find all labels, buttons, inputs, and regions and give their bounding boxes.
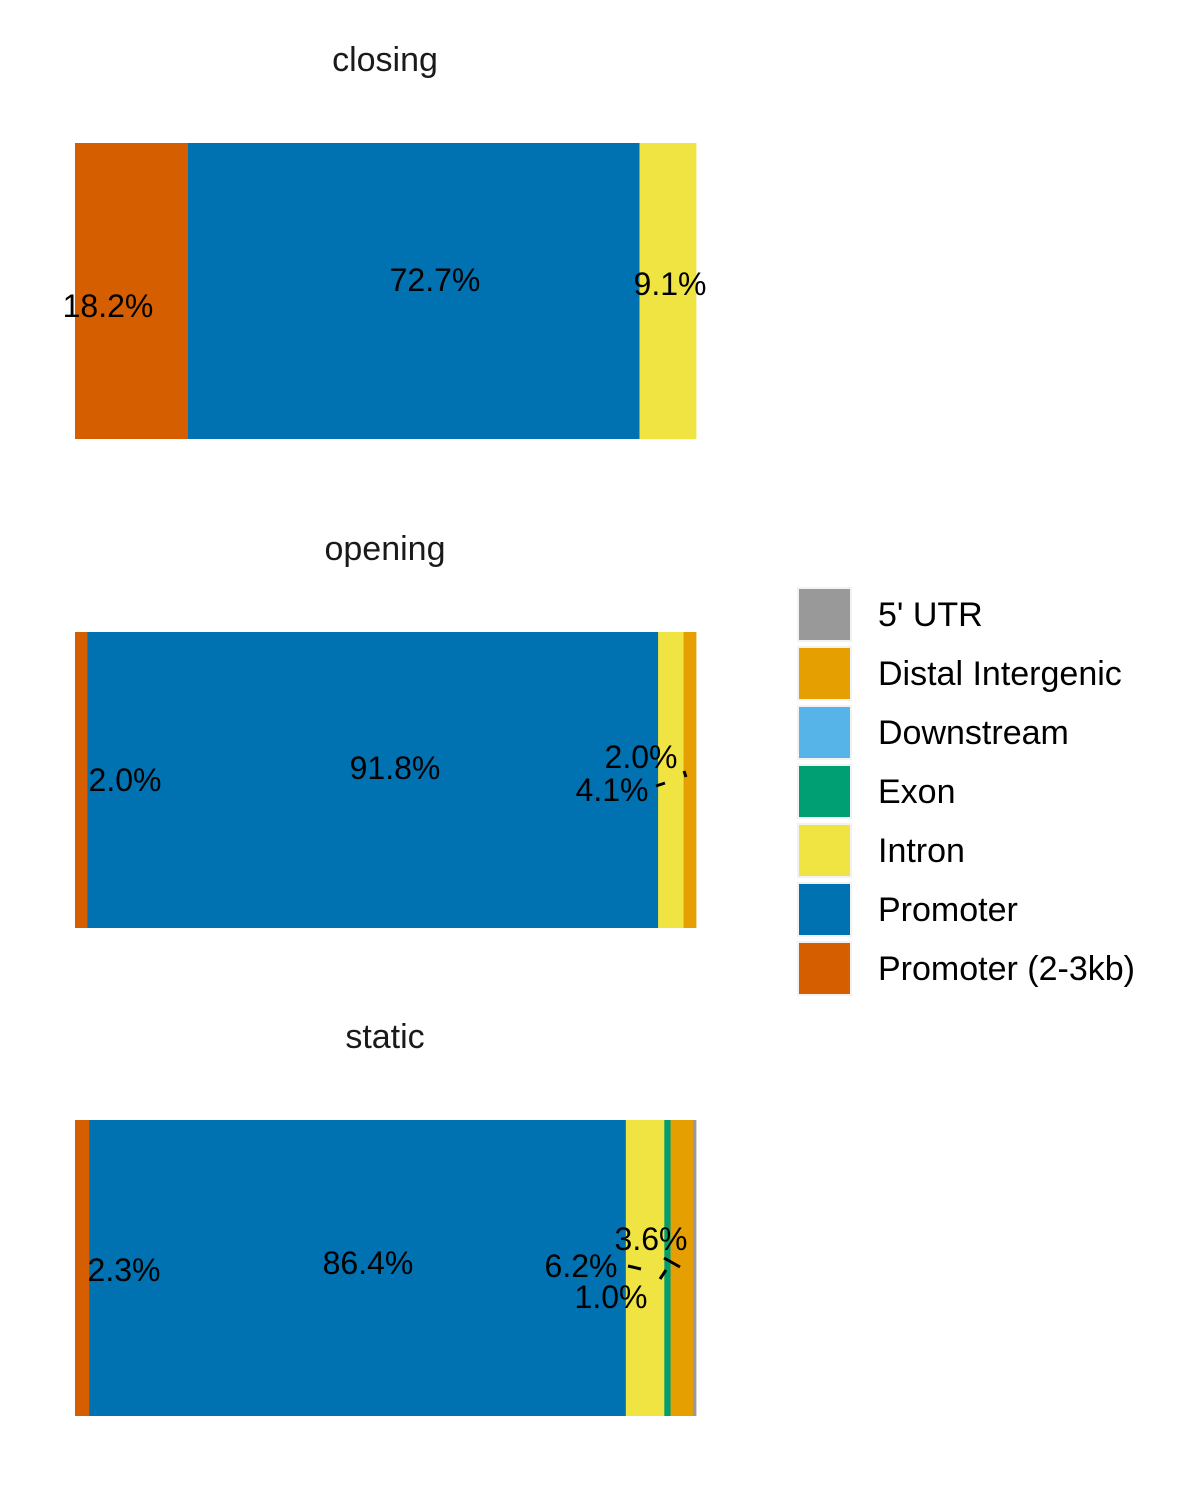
label-leader-line [663, 1256, 681, 1269]
legend-swatch [797, 941, 852, 996]
panel-static: static 2.3% 86.4% 6.2%1.0% 3.6% [75, 1018, 697, 1416]
bar-segment-distal-intergenic [683, 632, 697, 928]
segment-label-promoter-2-3kb: 18.2% [63, 288, 154, 324]
bar-segment-5-utr [692, 1120, 697, 1416]
legend-item-exon: Exon [797, 764, 956, 819]
legend-swatch [797, 882, 852, 937]
segment-label-distal-intergenic: 3.6% [615, 1221, 688, 1257]
panel-title: closing [332, 41, 438, 79]
panel-title: opening [324, 530, 445, 568]
legend-label: Intron [878, 832, 965, 870]
segment-label-promoter: 86.4% [323, 1245, 414, 1281]
bar-segment-promoter-2-3kb [75, 143, 189, 439]
legend-item-promoter: Promoter [797, 882, 1018, 937]
legend: 5' UTR Distal Intergenic Downstream Exon Int… [797, 587, 1135, 996]
bar-segment-exon [664, 1120, 671, 1416]
legend-label: 5' UTR [878, 596, 983, 634]
legend-label: Distal Intergenic [878, 655, 1122, 693]
segment-label-exon: 1.0% [575, 1279, 648, 1315]
legend-label: Promoter [878, 891, 1018, 929]
legend-item-downstream: Downstream [797, 705, 1069, 760]
legend-swatch [797, 587, 852, 642]
bar-segment-promoter [188, 143, 640, 439]
bar-segment-promoter-2-3kb [75, 1120, 90, 1416]
panel-closing: closing 18.2% 72.7% 9.1% [63, 41, 707, 439]
legend-item-distal-intergenic: Distal Intergenic [797, 646, 1122, 701]
bar-segment-intron [639, 143, 697, 439]
legend-label: Promoter (2-3kb) [878, 950, 1135, 988]
segment-label-intron: 9.1% [634, 266, 707, 302]
bar-segment-promoter [87, 632, 659, 928]
segment-label-promoter: 72.7% [390, 262, 481, 298]
bar-segment-promoter-2-3kb [75, 632, 88, 928]
bar-segment-promoter [89, 1120, 627, 1416]
label-leader-line [658, 1269, 668, 1280]
bar-segment-intron [658, 632, 684, 928]
legend-item-5-utr: 5' UTR [797, 587, 983, 642]
chart-panels: closing 18.2% 72.7% 9.1% opening 2.0% 91.8% 4.1… [63, 41, 707, 1416]
bar-segment-distal-intergenic [670, 1120, 694, 1416]
legend-swatch [797, 764, 852, 819]
segment-label-intron: 4.1% [576, 772, 649, 808]
label-leader-line [627, 1264, 642, 1271]
legend-item-intron: Intron [797, 823, 965, 878]
legend-item-promoter-2-3kb: Promoter (2-3kb) [797, 941, 1135, 996]
segment-label-promoter-2-3kb: 2.0% [89, 762, 162, 798]
label-leader-line [655, 781, 666, 788]
segment-label-promoter-2-3kb: 2.3% [88, 1252, 161, 1288]
legend-swatch [797, 823, 852, 878]
segment-label-intron: 6.2% [545, 1248, 618, 1284]
legend-label: Downstream [878, 714, 1069, 752]
segment-label-promoter: 91.8% [350, 750, 441, 786]
legend-swatch [797, 646, 852, 701]
segment-label-distal-intergenic: 2.0% [605, 739, 678, 775]
label-leader-line [682, 770, 688, 778]
legend-swatch [797, 705, 852, 760]
panel-title: static [345, 1018, 424, 1056]
legend-label: Exon [878, 773, 956, 811]
